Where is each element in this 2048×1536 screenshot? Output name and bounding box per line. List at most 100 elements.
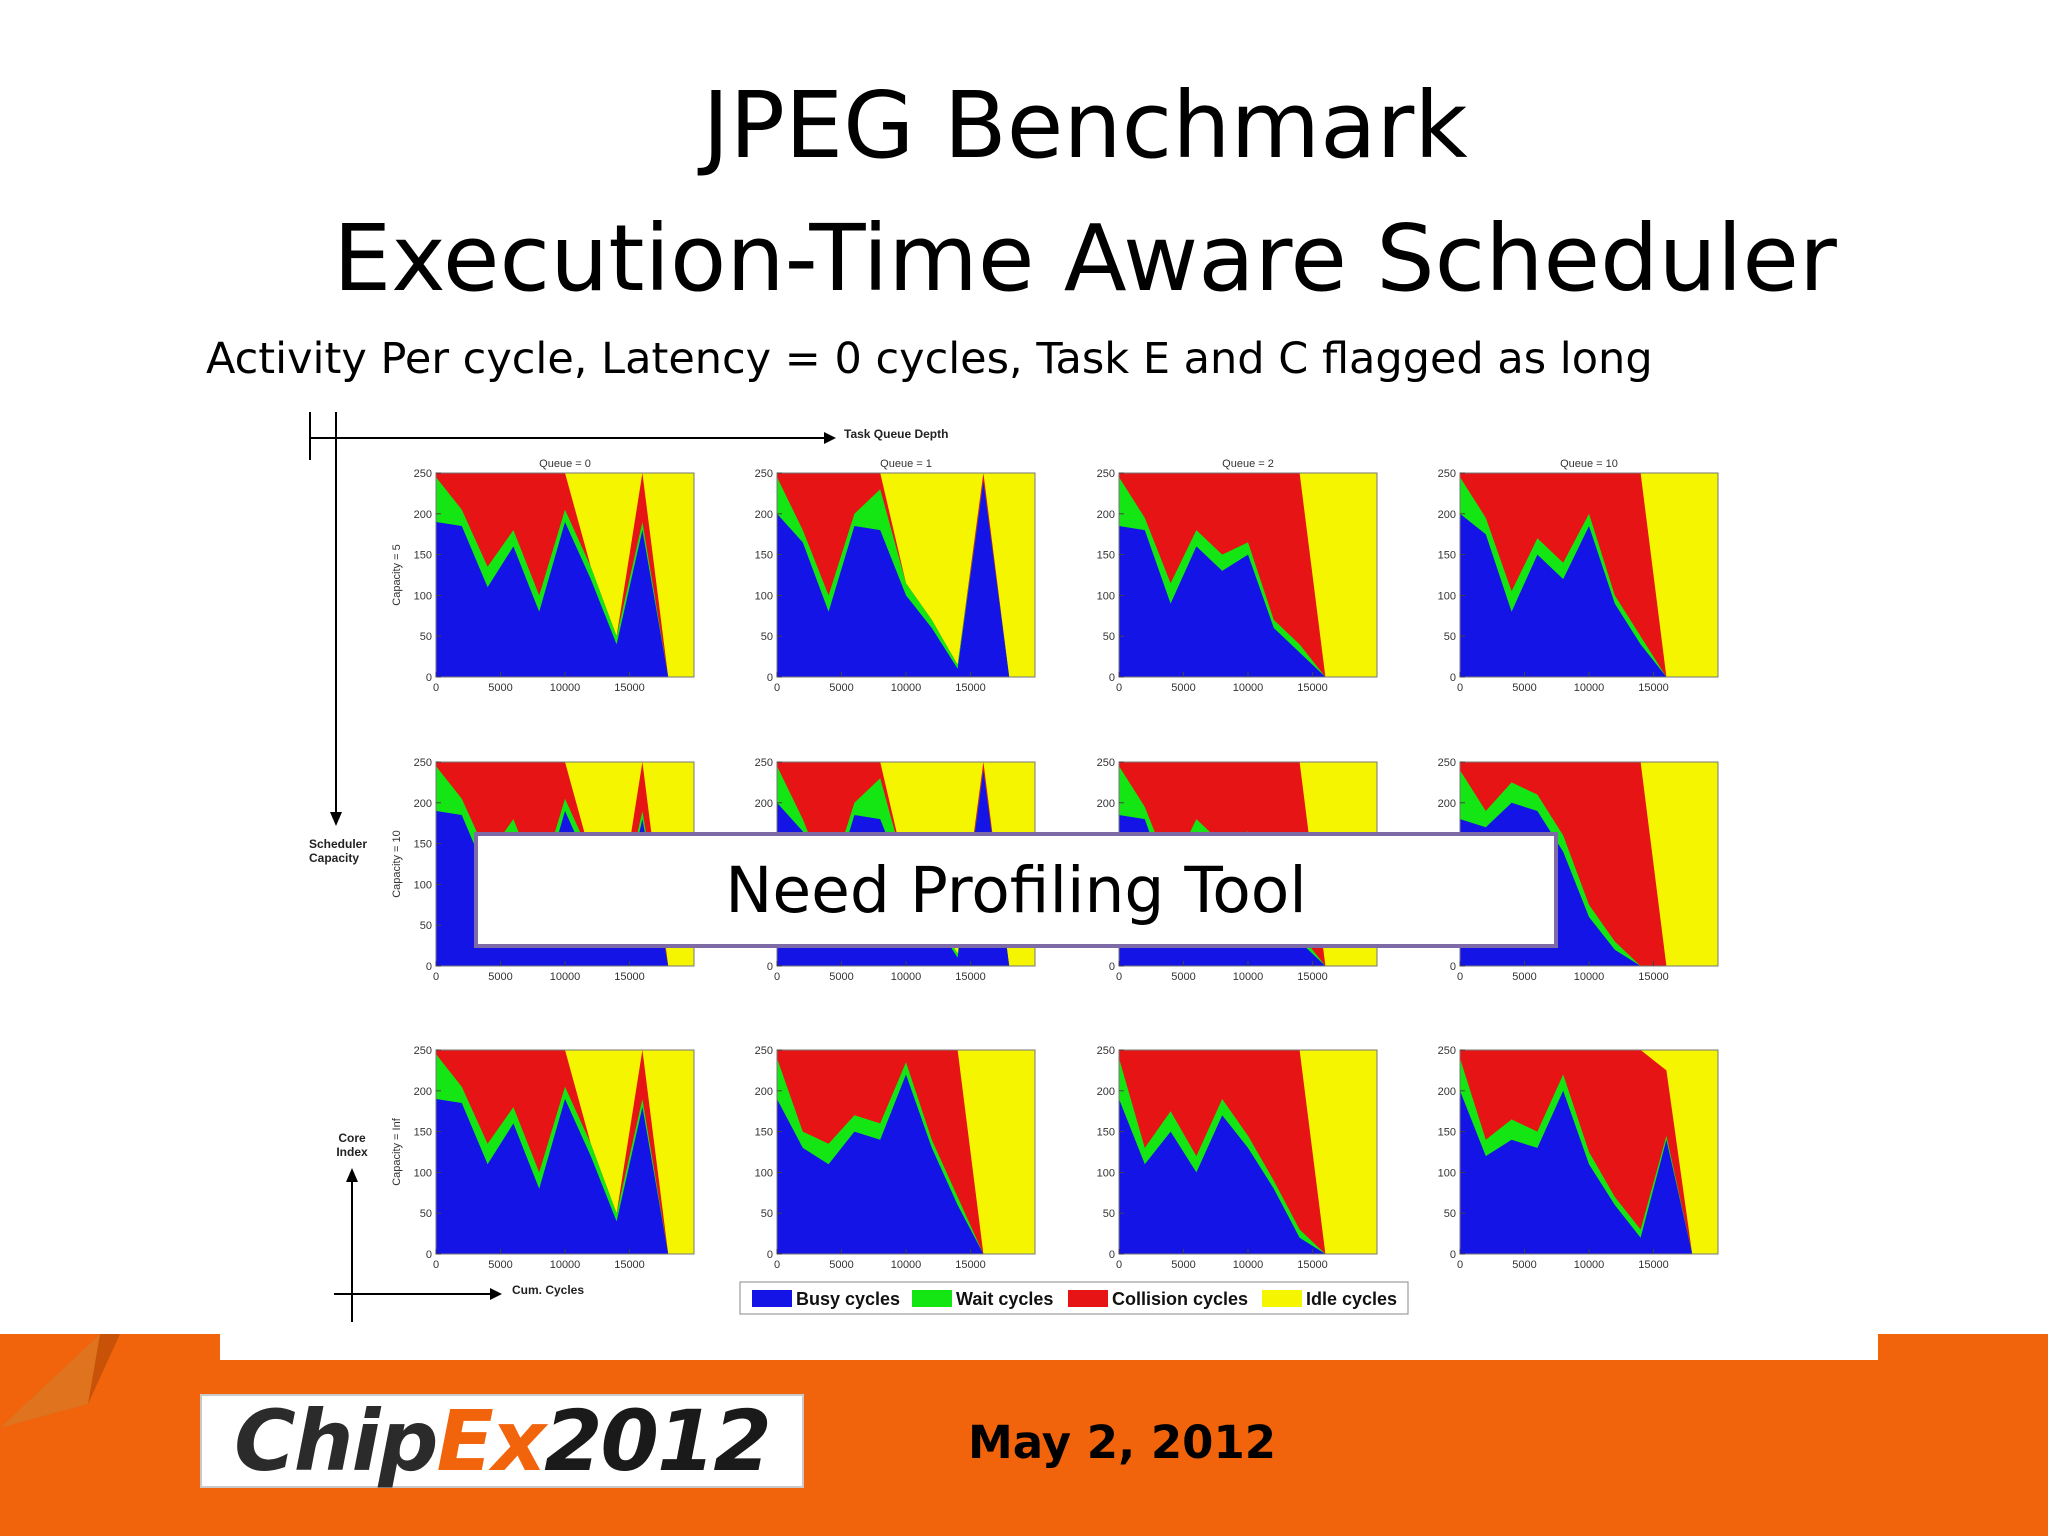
busy-area [1460,1090,1718,1254]
y-tick-label: 250 [755,468,773,480]
x-tick-label: 10000 [891,682,922,694]
page-curl-fold [0,1334,100,1428]
x-tick-label: 5000 [829,682,853,694]
y-tick-label: 0 [767,1249,773,1261]
core-index-arrowhead [346,1168,358,1182]
y-tick-label: 0 [426,961,432,973]
panel-3-4: 0 50 100 150 200 250 0 5000 10000 15000 [1438,1045,1719,1271]
y-tick-label: 50 [420,1208,432,1220]
legend-label-wait: Wait cycles [956,1289,1053,1309]
legend-swatch-wait [912,1290,952,1307]
column-title: Queue = 1 [880,458,932,470]
x-tick-label: 15000 [614,971,645,983]
x-tick-label: 10000 [891,971,922,983]
x-tick-label: 0 [774,1259,780,1271]
y-tick-label: 100 [1097,1167,1115,1179]
x-tick-label: 5000 [1512,1259,1536,1271]
y-tick-label: 250 [414,757,432,769]
profiling-callout: Need Profiling Tool [474,832,1558,948]
busy-area [1460,513,1718,677]
footer-white-strip [220,1334,1878,1360]
y-tick-label: 0 [1109,1249,1115,1261]
y-tick-label: 50 [761,1208,773,1220]
y-tick-label: 0 [1109,961,1115,973]
x-tick-label: 15000 [955,1259,986,1271]
y-tick-label: 0 [1450,1249,1456,1261]
y-tick-label: 150 [1438,550,1456,562]
y-tick-label: 0 [1450,961,1456,973]
queue-depth-label: Task Queue Depth [844,427,948,441]
legend-swatch-collision [1068,1290,1108,1307]
x-tick-label: 0 [1116,971,1122,983]
x-tick-label: 10000 [1574,682,1605,694]
column-title: Queue = 0 [539,458,591,470]
y-tick-label: 200 [414,509,432,521]
x-tick-label: 15000 [1297,971,1328,983]
cum-cycles-arrowhead [490,1288,502,1300]
y-tick-label: 100 [1097,590,1115,602]
core-index-label-line2: Index [336,1145,368,1159]
column-title: Queue = 2 [1222,458,1274,470]
x-tick-label: 15000 [1638,682,1669,694]
panel-1-1: 0 50 100 150 200 250 0 5000 10000 15000 Queue = 0 C… [391,458,695,694]
y-tick-label: 200 [755,1086,773,1098]
y-tick-label: 0 [426,1249,432,1261]
presentation-date: May 2, 2012 [968,1416,1277,1469]
page-curl-decoration [0,1334,120,1428]
y-tick-label: 150 [1438,1127,1456,1139]
y-tick-label: 200 [1438,509,1456,521]
x-tick-label: 5000 [1171,1259,1195,1271]
y-tick-label: 0 [426,672,432,684]
y-tick-label: 0 [767,672,773,684]
x-tick-label: 15000 [1638,1259,1669,1271]
x-tick-label: 5000 [1171,971,1195,983]
y-tick-label: 50 [761,631,773,643]
logo-text-chip: Chip [234,1392,438,1490]
y-tick-label: 250 [1438,757,1456,769]
logo-text-year: 2012 [544,1392,772,1490]
busy-area [777,481,1035,677]
panel-1-2: 0 50 100 150 200 250 0 5000 10000 15000 Queue = 1 [755,458,1036,694]
x-tick-label: 10000 [550,682,581,694]
y-tick-label: 200 [1438,1086,1456,1098]
y-tick-label: 100 [755,590,773,602]
y-tick-label: 200 [755,509,773,521]
x-tick-label: 10000 [1233,682,1264,694]
x-tick-label: 0 [774,682,780,694]
y-tick-label: 50 [420,631,432,643]
x-tick-label: 5000 [1512,971,1536,983]
y-tick-label: 200 [755,798,773,810]
chipex-logo: Chip Ex 2012 [200,1392,804,1490]
x-tick-label: 0 [1116,1259,1122,1271]
figure-axes [309,412,836,1322]
x-tick-label: 10000 [1233,1259,1264,1271]
x-tick-label: 0 [1457,682,1463,694]
y-tick-label: 200 [1097,798,1115,810]
scheduler-capacity-label-line2: Capacity [309,851,359,865]
y-tick-label: 50 [1103,1208,1115,1220]
y-tick-label: 250 [1438,468,1456,480]
scheduler-capacity-arrowhead [330,812,342,826]
legend-swatch-idle [1262,1290,1302,1307]
x-tick-label: 10000 [1233,971,1264,983]
y-tick-label: 250 [1097,757,1115,769]
cum-cycles-label: Cum. Cycles [512,1283,584,1297]
panel-1-3: 0 50 100 150 200 250 0 5000 10000 15000 Queue = 2 [1097,458,1378,694]
x-tick-label: 0 [1116,682,1122,694]
legend-label-collision: Collision cycles [1112,1289,1248,1309]
slide-subtitle: Activity Per cycle, Latency = 0 cycles, … [206,334,1653,384]
legend-swatch-busy [752,1290,792,1307]
panel-3-2: 0 50 100 150 200 250 0 5000 10000 15000 [755,1045,1036,1271]
x-tick-label: 0 [1457,1259,1463,1271]
y-tick-label: 100 [1438,590,1456,602]
y-tick-label: 150 [414,550,432,562]
y-tick-label: 250 [755,757,773,769]
x-tick-label: 5000 [829,971,853,983]
row-label: Capacity = 5 [391,544,403,605]
y-tick-label: 50 [1444,1208,1456,1220]
x-tick-label: 10000 [1574,1259,1605,1271]
x-tick-label: 5000 [1512,682,1536,694]
x-tick-label: 0 [1457,971,1463,983]
x-tick-label: 5000 [488,1259,512,1271]
